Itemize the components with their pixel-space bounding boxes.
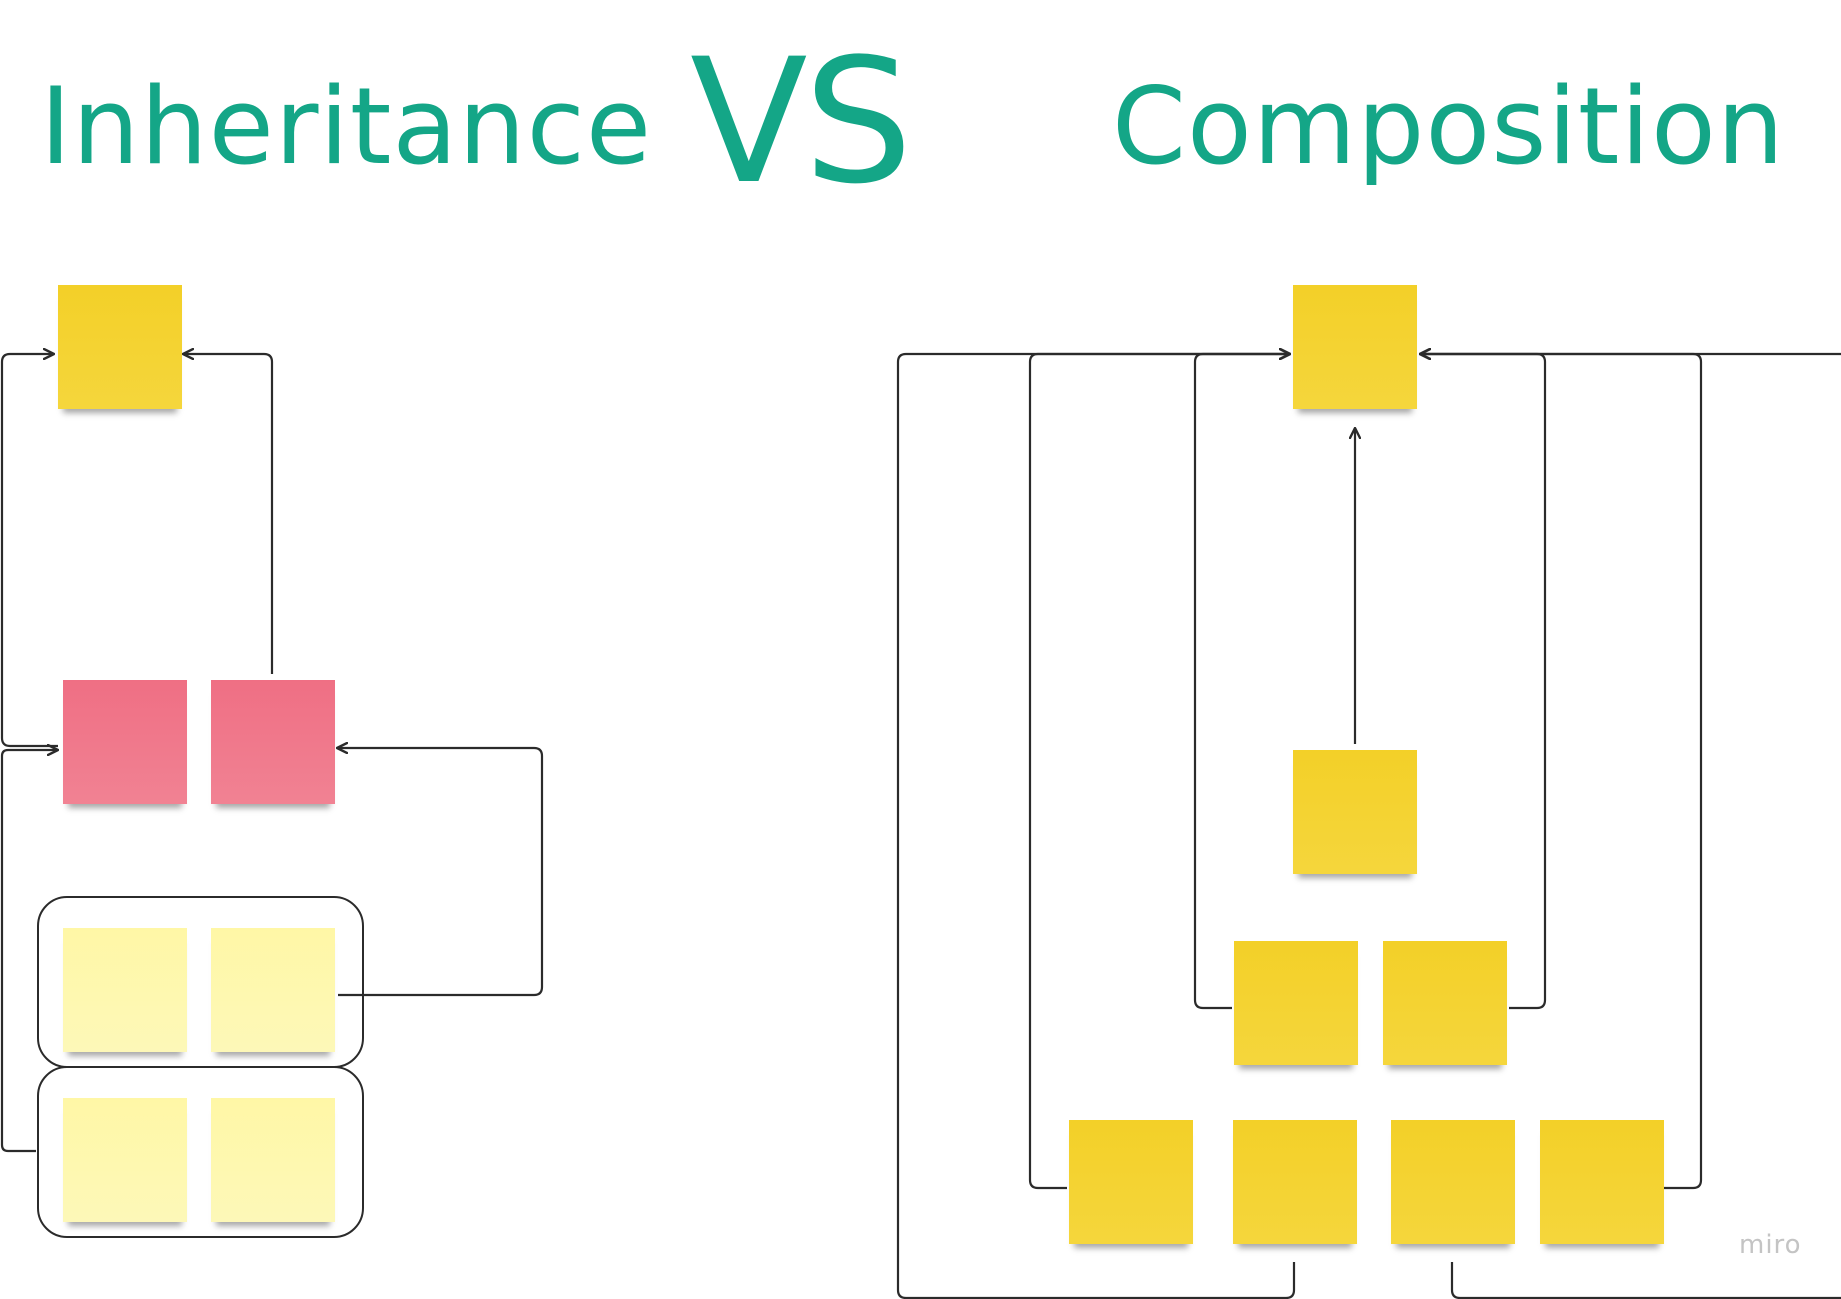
link-group-top-to-child-b (337, 748, 544, 997)
sticky-note-grandchild-1[interactable] (63, 928, 187, 1052)
sticky-note-row2-2[interactable] (1383, 941, 1507, 1065)
sticky-note-grandchild-4[interactable] (211, 1098, 335, 1222)
link-child-b-to-base (183, 354, 274, 674)
vs-label: VS (690, 21, 913, 222)
sticky-note-row3-2[interactable] (1233, 1120, 1357, 1244)
miro-watermark: miro (1739, 1230, 1802, 1260)
sticky-note-row3-4[interactable] (1540, 1120, 1664, 1244)
sticky-note-row3-3[interactable] (1391, 1120, 1515, 1244)
sticky-note-child-a[interactable] (63, 680, 187, 804)
sticky-note-root[interactable] (1293, 285, 1417, 409)
link-row2-1-to-root (1193, 354, 1290, 1010)
link-group-bottom-to-child-a (0, 750, 58, 1153)
sticky-note-child-b[interactable] (211, 680, 335, 804)
composition-title: Composition (1112, 65, 1785, 188)
inheritance-title: Inheritance (40, 65, 653, 188)
link-row3-2-to-root (896, 354, 1296, 1299)
sticky-note-grandchild-2[interactable] (211, 928, 335, 1052)
group-bottom (37, 1066, 364, 1238)
link-row3-3-to-root (1420, 354, 1841, 1299)
sticky-note-middle[interactable] (1293, 750, 1417, 874)
sticky-note-base[interactable] (58, 285, 182, 409)
sticky-note-grandchild-3[interactable] (63, 1098, 187, 1222)
link-row2-2-to-root (1420, 354, 1547, 1010)
sticky-note-row3-1[interactable] (1069, 1120, 1193, 1244)
sticky-note-row2-1[interactable] (1234, 941, 1358, 1065)
link-child-a-to-base (0, 354, 58, 748)
